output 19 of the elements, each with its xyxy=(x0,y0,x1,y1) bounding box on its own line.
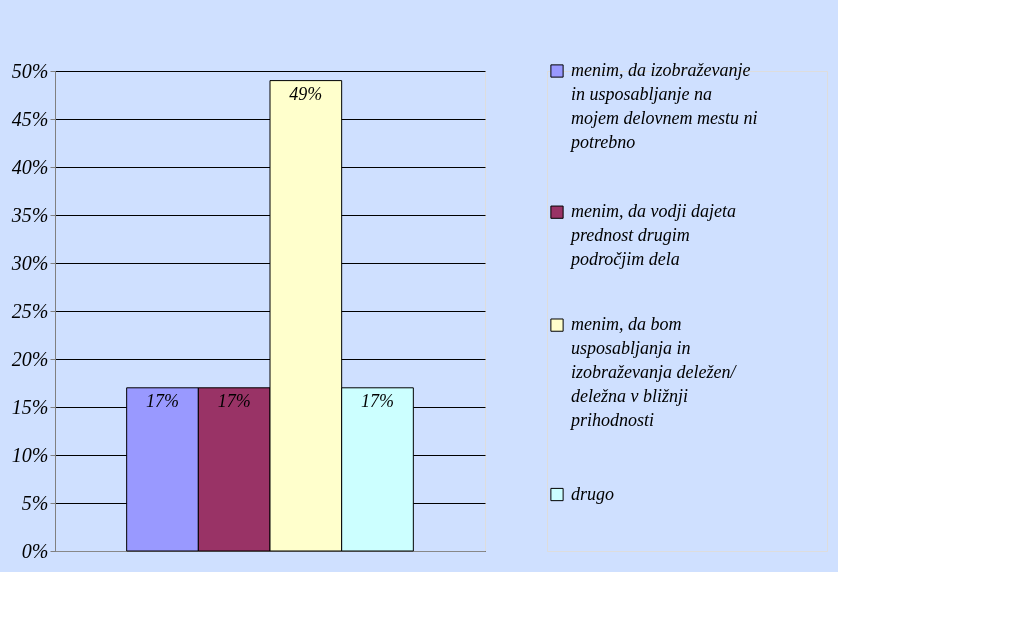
y-tick-label: 10% xyxy=(11,443,49,466)
legend-label: menim, da bom usposabljanja in izobraževanja deležen/ deležna v bližnji prihodnosti xyxy=(569,314,738,431)
data-label: 17% xyxy=(361,390,394,411)
y-tick-label: 5% xyxy=(21,491,49,514)
data-label: 49% xyxy=(289,83,323,104)
y-tick-label: 20% xyxy=(11,347,49,370)
y-tick-label: 15% xyxy=(11,395,49,418)
y-tick-label: 40% xyxy=(11,155,49,178)
y-tick-label: 35% xyxy=(10,203,49,226)
y-tick-label: 25% xyxy=(11,299,49,322)
data-label: 17% xyxy=(146,390,179,411)
y-tick-label: 45% xyxy=(11,107,49,130)
y-tick-label: 50% xyxy=(11,59,49,82)
y-tick-label: 0% xyxy=(21,539,49,562)
legend-label: menim, da izobraževanje in usposabljanje na mojem delovnem mestu ni potrebno xyxy=(569,60,758,152)
legend-label: drugo xyxy=(571,483,615,504)
data-label: 17% xyxy=(217,390,251,411)
legend-label: menim, da vodji dajeta prednost drugim področjim dela xyxy=(569,201,736,270)
y-tick-label: 30% xyxy=(10,251,49,274)
